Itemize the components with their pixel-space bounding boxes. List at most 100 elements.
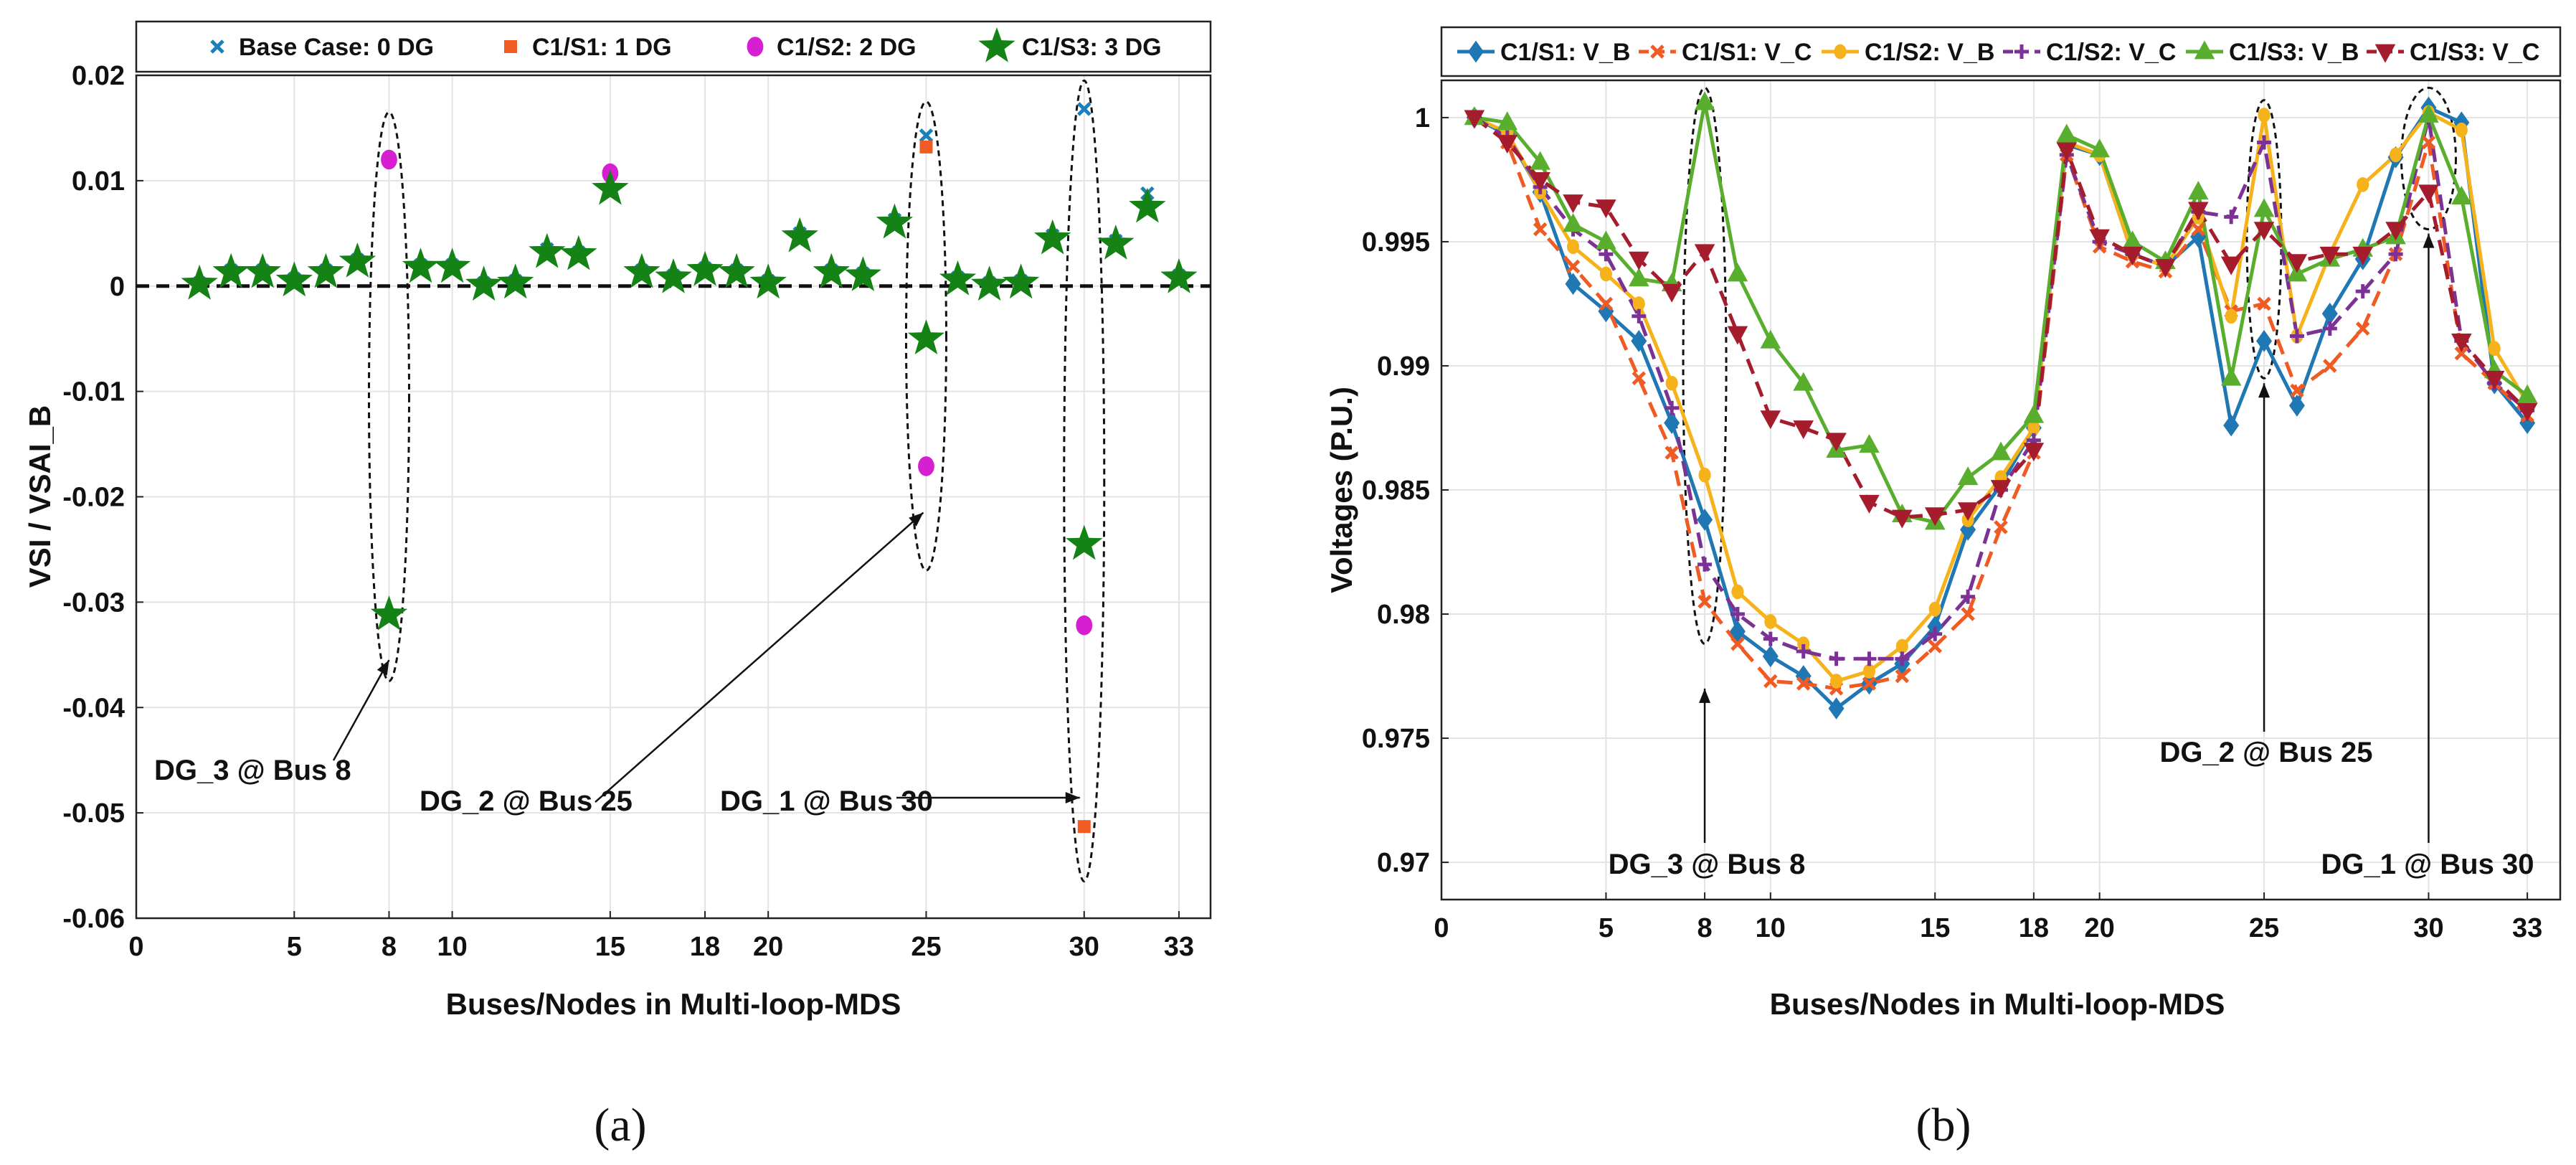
point-b-s0-bus-9 (1729, 620, 1746, 643)
tick-label-a-x-8: 8 (382, 932, 397, 962)
tick-label-a-x-0: 0 (128, 932, 143, 962)
tick-label-a-y-3: -0.03 (62, 588, 125, 618)
caption-a: (a) (594, 1099, 646, 1151)
legend-marker-b-s0 (1468, 40, 1484, 63)
point-b-s0-bus-26 (2288, 394, 2305, 417)
point-b-s1-bus-26 (2290, 383, 2304, 398)
point-b-s5-bus-11 (1793, 420, 1814, 440)
point-b-s2-bus-10 (1764, 614, 1777, 629)
legend-b-c1s3-vc: C1/S3: V_C (2410, 39, 2539, 66)
arrow-b-dg3-head (1699, 688, 1711, 703)
arrow-a-dg3-head (377, 660, 389, 676)
point-b-s4-bus-33 (2516, 384, 2538, 403)
point-b-s1-bus-14-b (1895, 669, 1910, 684)
point-b-s4-bus-6 (1628, 268, 1649, 287)
legend-marker-b-s2 (1834, 44, 1847, 60)
point-b-s4-bus-18 (2023, 404, 2045, 423)
point-b-s4-bus-23 (2187, 181, 2209, 200)
tick-label-b-x-10: 10 (1756, 913, 1786, 943)
arrow-a-dg1-head (1065, 792, 1080, 803)
point-a-s3-bus-28 (1003, 263, 1040, 299)
point-a-s3-bus-30 (1066, 524, 1103, 560)
point-b-s5-bus-30 (2418, 184, 2439, 204)
point-a-s3-bus-32 (1129, 187, 1166, 223)
point-b-s5-bus-18 (2023, 443, 2045, 462)
legend-marker-a-s1 (504, 40, 517, 53)
tick-label-a-x-18: 18 (690, 932, 720, 962)
point-b-s0-bus-7 (1664, 412, 1680, 434)
tick-label-b-y-0: 0.97 (1377, 848, 1430, 878)
point-b-s0-bus-4 (1565, 273, 1581, 296)
point-b-s2-bus-4 (1566, 239, 1580, 255)
point-b-s1-bus-6 (1632, 371, 1647, 386)
point-b-s3-bus-27 (2322, 321, 2337, 336)
legend-b-c1s1-vc: C1/S1: V_C (1682, 39, 1812, 66)
point-b-s1-bus-30 (2421, 135, 2436, 150)
point-b-s1-bus-15-b (1928, 639, 1943, 654)
chart-a-grid (136, 75, 1211, 919)
chart-a-marks (181, 102, 1198, 834)
point-b-s1-bus-11-b (1796, 676, 1811, 691)
tick-label-b-x-5: 5 (1599, 913, 1614, 943)
point-a-s3-bus-11 (465, 265, 503, 301)
point-b-s1-bus-4 (1566, 259, 1581, 274)
point-b-s4-bus-16 (1957, 466, 1979, 486)
tick-label-a-x-30: 30 (1069, 932, 1099, 962)
tick-label-b-y-4: 0.99 (1377, 352, 1430, 382)
point-b-s1-bus-6-b (1632, 371, 1647, 386)
point-b-s5-bus-25 (2253, 222, 2275, 241)
point-b-s5-bus-16 (1957, 502, 1979, 522)
point-a-s3-bus-9 (402, 247, 440, 283)
arrow-a-dg3-shaft (332, 659, 390, 761)
legend-b-c1s1-vb: C1/S1: V_B (1500, 39, 1630, 66)
point-b-s5-bus-22 (2155, 259, 2176, 278)
tick-label-a-x-33: 33 (1164, 932, 1194, 962)
legend-marker-b-s3 (2014, 44, 2029, 59)
point-b-s1-bus-3-b (1533, 222, 1548, 237)
point-b-s3-bus-14 (1895, 651, 1910, 666)
legend-marker-b-s5 (2374, 44, 2396, 63)
point-b-s5-bus-4 (1563, 194, 1583, 214)
point-b-s2-bus-25 (2258, 108, 2270, 123)
point-b-s1-bus-16 (1961, 607, 1975, 621)
point-b-s4-bus-8 (1694, 91, 1715, 110)
legend-marker-b-s1-b (1650, 44, 1665, 59)
point-b-s5-bus-31 (2451, 333, 2472, 352)
point-b-s5-bus-27 (2319, 246, 2341, 265)
point-a-s3-bus-29 (1034, 219, 1071, 255)
point-b-s4-bus-19 (2056, 123, 2078, 143)
arrow-a-dg2 (595, 511, 924, 803)
point-b-s4-bus-17 (1990, 441, 2012, 461)
chart-a-ylabel: VSI / VSAI_B (23, 405, 57, 588)
point-b-s1-bus-4-b (1566, 259, 1581, 274)
point-b-s4-bus-10 (1760, 329, 1781, 349)
legend-marker-a-s0-b (210, 39, 224, 54)
tick-label-b-x-20: 20 (2085, 913, 2115, 943)
point-b-s1-bus-15 (1928, 639, 1943, 654)
point-b-s3-bus-7 (1665, 400, 1680, 415)
point-b-s1-bus-27 (2323, 359, 2337, 373)
highlight-ellipse-a-bus-25 (904, 100, 947, 572)
point-b-s0-bus-10 (1762, 645, 1779, 668)
arrow-a-dg1 (896, 792, 1080, 803)
point-b-s4-bus-9 (1727, 263, 1748, 282)
annotation-a-dg3: DG_3 @ Bus 8 (154, 755, 351, 786)
point-b-s5-bus-8 (1694, 244, 1715, 263)
point-a-s3-bus-18 (686, 250, 724, 286)
point-b-s0-bus-6 (1631, 329, 1647, 352)
point-b-s4-bus-4 (1563, 213, 1583, 232)
point-b-s4-bus-21 (2122, 230, 2143, 250)
tick-label-a-y-5: -0.01 (62, 377, 125, 407)
point-b-s5-bus-2 (1497, 135, 1518, 154)
annotation-b-dg2: DG_2 @ Bus 25 (2160, 737, 2373, 768)
tick-label-b-x-8: 8 (1697, 913, 1712, 943)
point-b-s5-bus-9 (1727, 326, 1748, 345)
point-b-s2-bus-28 (2357, 176, 2369, 192)
point-a-s3-bus-6 (307, 253, 344, 288)
arrow-b-dg1 (2423, 233, 2435, 843)
chart-a-xlabel: Buses/Nodes in Multi-loop-MDS (446, 987, 901, 1021)
arrow-b-dg3 (1699, 688, 1711, 843)
point-b-s4-bus-5 (1596, 230, 1616, 250)
